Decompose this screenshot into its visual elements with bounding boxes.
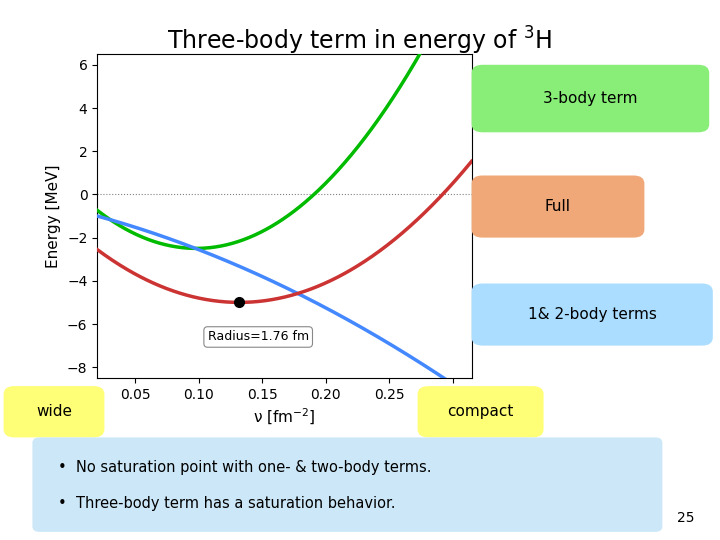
Text: Three-body term in energy of $^3$H: Three-body term in energy of $^3$H <box>167 24 553 57</box>
FancyBboxPatch shape <box>32 437 662 532</box>
Text: 1& 2-body terms: 1& 2-body terms <box>528 307 657 322</box>
FancyBboxPatch shape <box>472 176 644 238</box>
Text: Radius=1.76 fm: Radius=1.76 fm <box>207 330 309 343</box>
Text: Full: Full <box>545 199 571 214</box>
Text: •  Three-body term has a saturation behavior.: • Three-body term has a saturation behav… <box>58 496 395 510</box>
FancyBboxPatch shape <box>418 386 544 437</box>
Y-axis label: Energy [MeV]: Energy [MeV] <box>46 164 61 268</box>
Text: 3-body term: 3-body term <box>543 91 638 106</box>
FancyBboxPatch shape <box>472 65 709 132</box>
FancyBboxPatch shape <box>472 284 713 346</box>
Text: 25: 25 <box>678 511 695 525</box>
X-axis label: ν [fm$^{-2}$]: ν [fm$^{-2}$] <box>253 407 315 427</box>
FancyBboxPatch shape <box>4 386 104 437</box>
Text: wide: wide <box>36 404 72 419</box>
Text: compact: compact <box>447 404 514 419</box>
Text: •  No saturation point with one- & two-body terms.: • No saturation point with one- & two-bo… <box>58 461 431 475</box>
